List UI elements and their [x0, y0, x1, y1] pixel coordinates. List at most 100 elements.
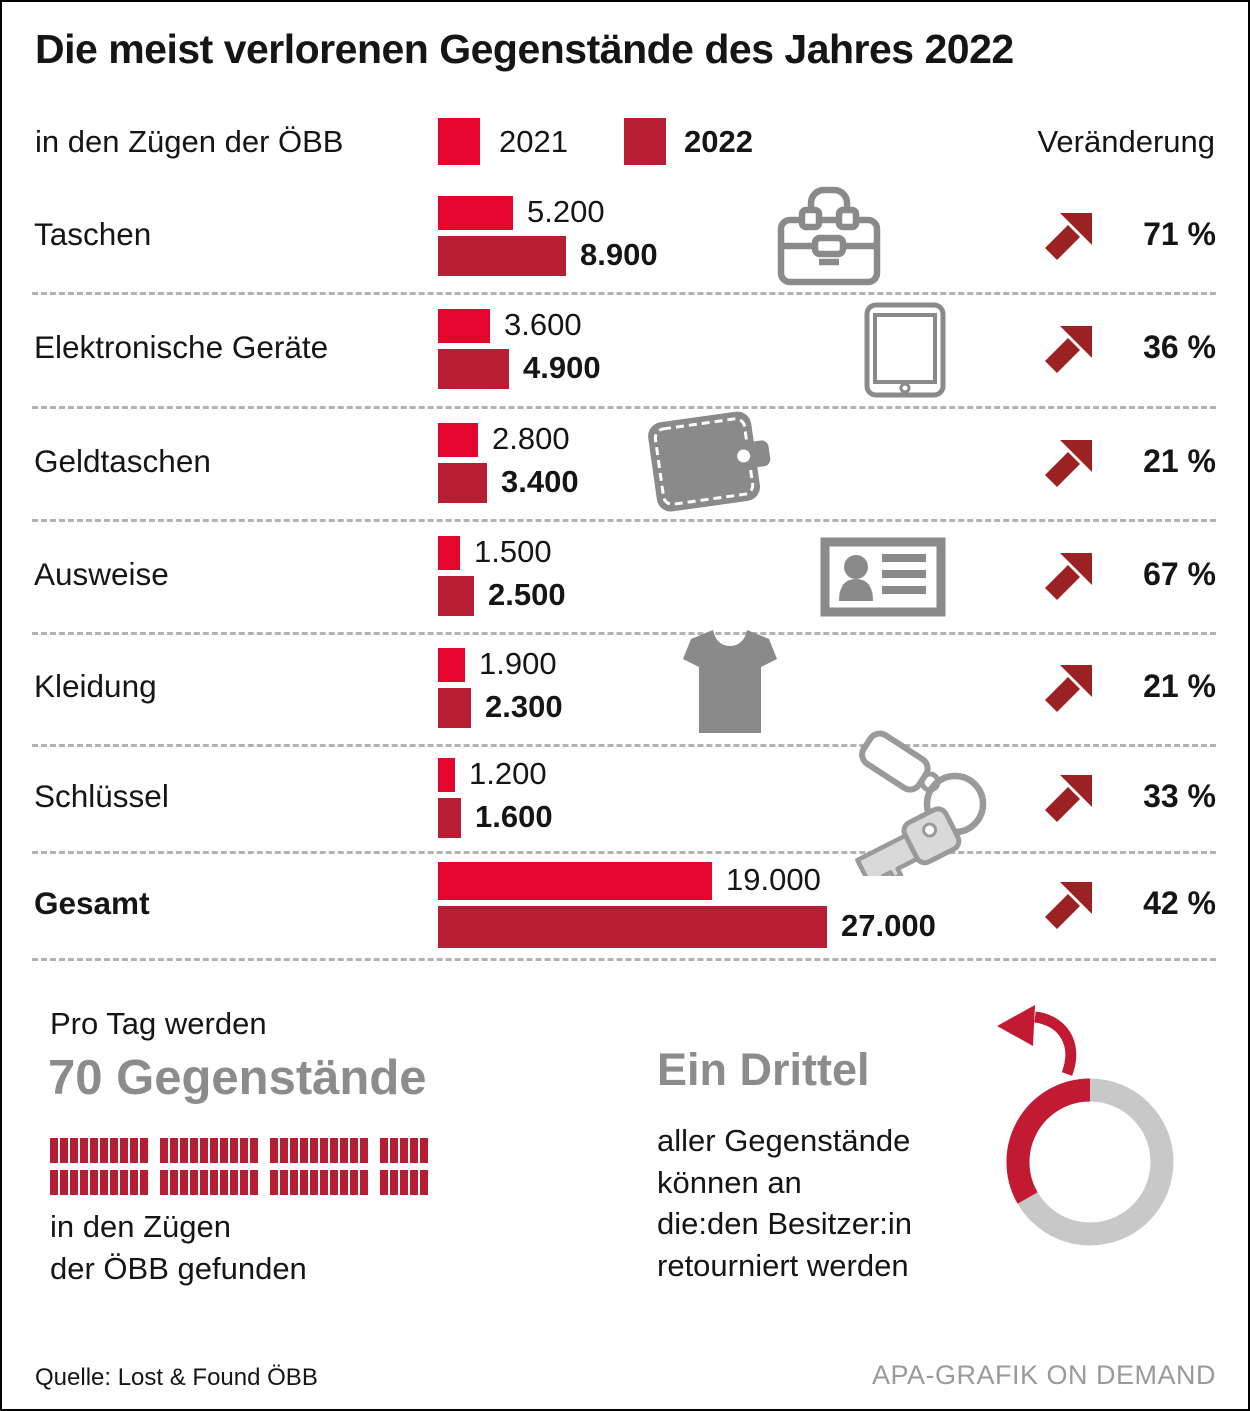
pictogram-block	[230, 1138, 238, 1163]
bar-2022	[438, 463, 487, 503]
pictogram-block	[200, 1170, 208, 1195]
pictogram-block	[300, 1170, 308, 1195]
pictogram-block	[240, 1170, 248, 1195]
pictogram-block	[110, 1170, 118, 1195]
value-2021: 3.600	[504, 307, 582, 342]
tshirt-icon	[682, 628, 778, 739]
briefcase-icon	[774, 180, 884, 291]
id-card-icon	[820, 537, 946, 622]
category-label: Schlüssel	[34, 778, 169, 814]
wallet-icon	[644, 408, 772, 519]
items-pictogram	[50, 1138, 430, 1202]
donut-red-third	[1006, 1078, 1091, 1204]
pictogram-block	[390, 1170, 398, 1195]
pictogram-block	[70, 1170, 78, 1195]
change-percent: 42 %	[1143, 885, 1216, 921]
legend-swatch-2022	[624, 118, 666, 165]
returned-line4: retourniert werden	[657, 1247, 909, 1283]
bar-2021	[438, 648, 465, 682]
pictogram-block	[120, 1138, 128, 1163]
pictogram-block	[160, 1170, 168, 1195]
value-2022: 4.900	[523, 350, 601, 385]
pictogram-block	[100, 1170, 108, 1195]
daily-intro-text: Pro Tag werden	[50, 1006, 267, 1041]
donut-chart	[997, 1005, 1174, 1246]
return-arrow-head	[997, 1005, 1035, 1046]
keys-icon	[850, 728, 1010, 889]
daily-headline: 70 Gegenstände	[48, 1051, 427, 1105]
pictogram-block	[50, 1138, 58, 1163]
pictogram-block	[210, 1138, 218, 1163]
return-arrow-icon	[1034, 1011, 1077, 1076]
pictogram-block	[290, 1138, 298, 1163]
daily-outro-line2: der ÖBB gefunden	[50, 1251, 307, 1286]
returned-text: aller Gegenstände können an die:den Besi…	[657, 1120, 912, 1286]
pictogram-block	[180, 1170, 188, 1195]
pictogram-block	[170, 1170, 178, 1195]
pictogram-block	[60, 1138, 68, 1163]
pictogram-block	[280, 1138, 288, 1163]
pictogram-block	[360, 1170, 368, 1195]
category-row: Ausweise 1.500 2.500 67 %	[32, 519, 1216, 635]
change-percent: 33 %	[1143, 778, 1216, 814]
bar-2021	[438, 758, 455, 792]
pictogram-block	[390, 1138, 398, 1163]
trend-up-arrow-icon	[1038, 874, 1100, 936]
pictogram-block	[270, 1170, 278, 1195]
trend-up-arrow-icon	[1038, 432, 1100, 494]
category-label: Elektronische Geräte	[34, 329, 329, 365]
value-2022: 1.600	[475, 799, 553, 834]
category-row: Kleidung 1.900 2.300 21 %	[32, 630, 1216, 747]
value-2021: 2.800	[492, 421, 570, 456]
pictogram-block	[110, 1138, 118, 1163]
category-label: Taschen	[34, 216, 152, 252]
pictogram-block	[220, 1138, 228, 1163]
trend-up-arrow-icon	[1038, 657, 1100, 719]
value-2021: 19.000	[726, 862, 821, 897]
bar-2021	[438, 423, 478, 457]
value-2022: 2.500	[488, 577, 566, 612]
pictogram-block	[400, 1170, 408, 1195]
pictogram-block	[420, 1138, 428, 1163]
change-percent: 21 %	[1143, 443, 1216, 479]
change-percent: 36 %	[1143, 329, 1216, 365]
category-label: Ausweise	[34, 556, 169, 592]
pictogram-block	[90, 1138, 98, 1163]
pictogram-block	[210, 1170, 218, 1195]
bar-2022	[438, 906, 827, 948]
credit-note: APA-GRAFIK ON DEMAND	[871, 1360, 1216, 1390]
pictogram-block	[280, 1170, 288, 1195]
pictogram-block	[320, 1138, 328, 1163]
pictogram-block	[310, 1170, 318, 1195]
pictogram-row	[50, 1138, 430, 1163]
pictogram-block	[330, 1138, 338, 1163]
pictogram-block	[50, 1170, 58, 1195]
pictogram-block	[350, 1170, 358, 1195]
pictogram-block	[220, 1170, 228, 1195]
pictogram-block	[380, 1170, 388, 1195]
pictogram-block	[160, 1138, 168, 1163]
value-2021: 1.900	[479, 646, 557, 681]
pictogram-block	[170, 1138, 178, 1163]
page-title: Die meist verlorenen Gegenstände des Jah…	[35, 26, 1014, 72]
pictogram-block	[250, 1170, 258, 1195]
pictogram-block	[250, 1138, 258, 1163]
value-2022: 3.400	[501, 464, 579, 499]
bar-2022	[438, 798, 461, 838]
pictogram-block	[420, 1170, 428, 1195]
pictogram-block	[300, 1138, 308, 1163]
pictogram-block	[410, 1138, 418, 1163]
pictogram-block	[180, 1138, 188, 1163]
pictogram-block	[330, 1170, 338, 1195]
bar-2022	[438, 688, 471, 728]
returned-line1: aller Gegenstände	[657, 1123, 911, 1158]
pictogram-block	[350, 1138, 358, 1163]
change-column-header: Veränderung	[1037, 124, 1215, 159]
pictogram-block	[380, 1138, 388, 1163]
returned-line3: die:den Besitzer:in	[657, 1206, 913, 1241]
bar-2022	[438, 349, 509, 389]
pictogram-block	[270, 1138, 278, 1163]
change-percent: 67 %	[1143, 556, 1216, 592]
pictogram-block	[140, 1170, 148, 1195]
change-percent: 21 %	[1143, 668, 1216, 704]
